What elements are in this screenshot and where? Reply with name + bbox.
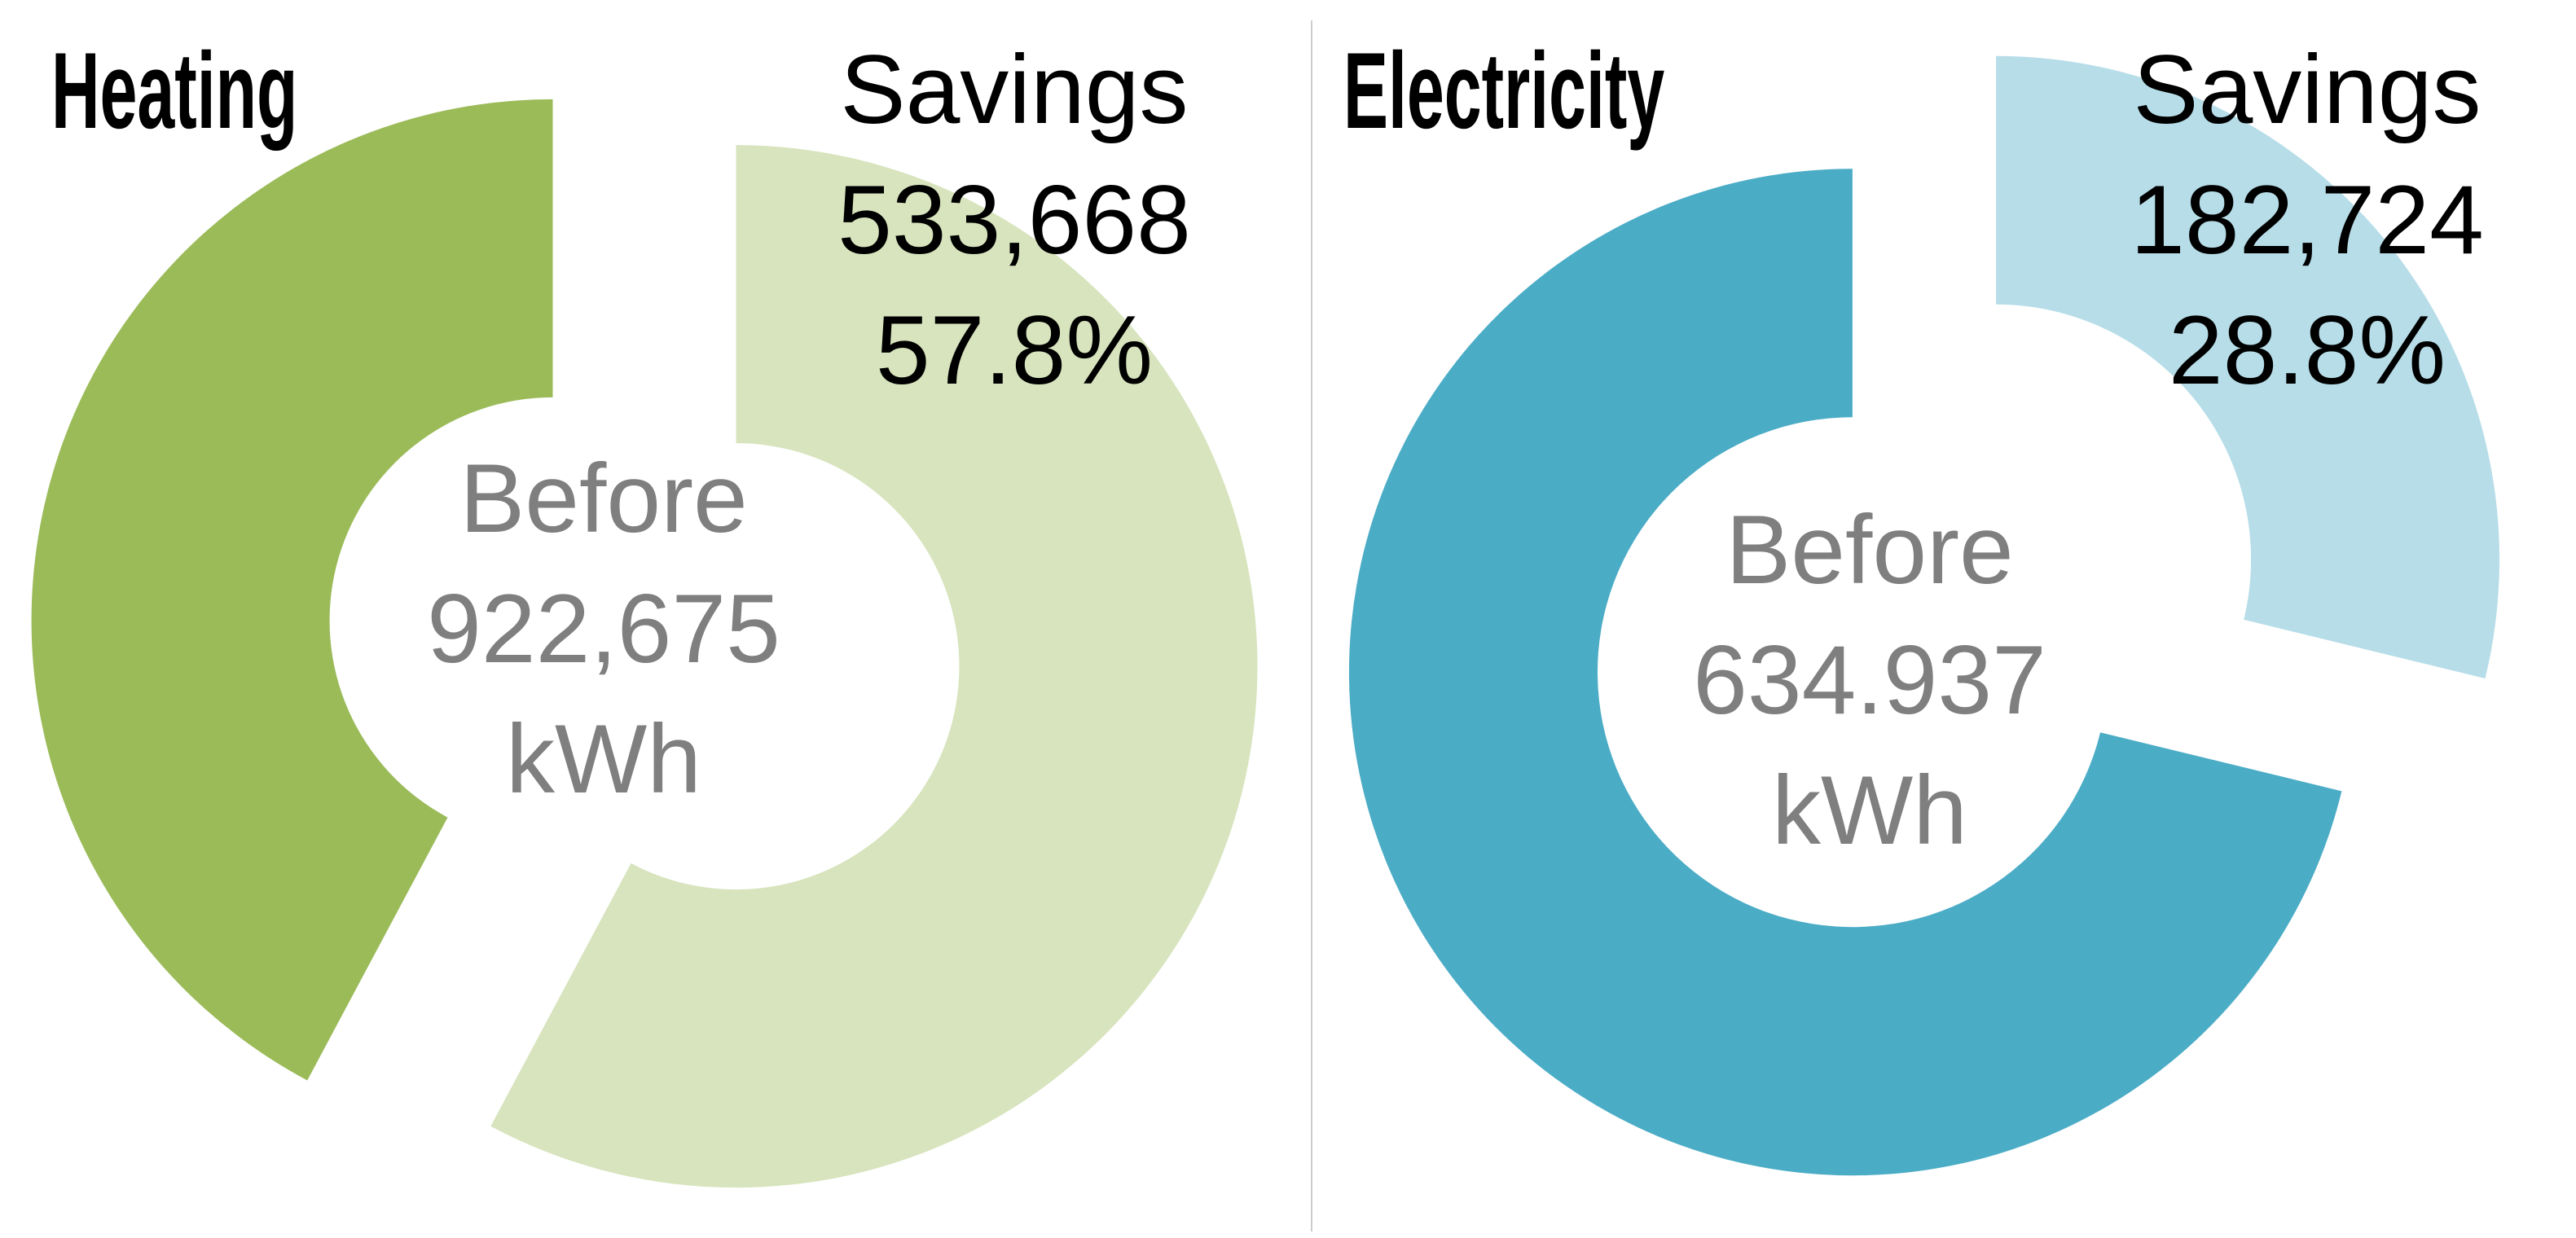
units-label: kWh bbox=[1772, 756, 1967, 865]
before-value: 634.937 bbox=[1693, 626, 2046, 735]
panel-divider bbox=[1311, 20, 1312, 1231]
before-label: Before bbox=[459, 444, 748, 553]
savings-slice bbox=[1996, 55, 2500, 679]
chart-title-electricity: Electricity bbox=[1343, 31, 1665, 151]
units-label: kWh bbox=[506, 705, 701, 814]
savings-slice bbox=[490, 145, 1258, 1188]
heating-donut-chart bbox=[31, 99, 1258, 1188]
chart-panel-electricity: Electricity Savings 182,724 28.8% Before… bbox=[1288, 0, 2576, 1238]
before-callout-electricity: Before 634.937 kWh bbox=[1601, 485, 2139, 876]
savings-percent: 57.8% bbox=[875, 296, 1154, 405]
chart-title-heating: Heating bbox=[51, 31, 298, 151]
remaining-slice bbox=[1348, 169, 2342, 1176]
remaining-slice bbox=[31, 99, 553, 1081]
electricity-donut-chart bbox=[1348, 55, 2500, 1176]
before-callout-heating: Before 922,675 kWh bbox=[335, 433, 873, 824]
savings-label: Savings bbox=[2133, 35, 2481, 144]
chart-panel-heating: Heating Savings 533,668 57.8% Before 922… bbox=[31, 24, 1283, 1188]
savings-callout-heating: Savings 533,668 57.8% bbox=[745, 24, 1283, 415]
savings-value: 182,724 bbox=[2130, 165, 2484, 274]
savings-percent: 28.8% bbox=[2168, 296, 2446, 405]
before-value: 922,675 bbox=[427, 574, 780, 683]
savings-value: 533,668 bbox=[837, 165, 1191, 274]
savings-callout-electricity: Savings 182,724 28.8% bbox=[2038, 24, 2576, 415]
savings-label: Savings bbox=[840, 35, 1189, 144]
before-label: Before bbox=[1725, 495, 2014, 604]
